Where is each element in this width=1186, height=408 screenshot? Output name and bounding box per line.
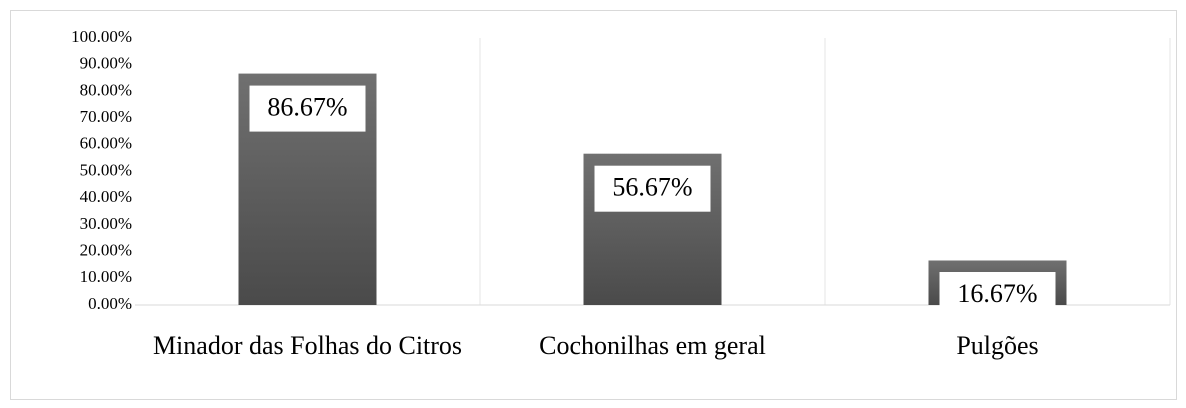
data-label: 86.67% <box>267 93 347 122</box>
y-tick-label: 10.00% <box>80 267 132 286</box>
y-tick-label: 20.00% <box>80 241 132 260</box>
label-line: Cochonilhas em geral <box>539 331 766 360</box>
data-label-box <box>939 272 1056 318</box>
label-line: Pulgões <box>956 331 1038 360</box>
x-tick-label: Minador das Folhas do Citros <box>153 331 462 360</box>
y-tick-label: 50.00% <box>80 160 132 179</box>
y-tick-label: 30.00% <box>80 214 132 233</box>
y-tick-label: 80.00% <box>80 80 132 99</box>
y-tick-label: 70.00% <box>80 107 132 126</box>
y-tick-label: 90.00% <box>80 54 132 73</box>
y-tick-label: 60.00% <box>80 134 132 153</box>
data-label: 16.67% <box>957 279 1037 308</box>
y-tick-label: 100.00% <box>71 27 132 46</box>
x-tick-label: Cochonilhas em geral <box>539 331 766 360</box>
data-label-box <box>249 85 366 132</box>
x-tick-label: Pulgões <box>956 331 1038 360</box>
y-tick-label: 40.00% <box>80 187 132 206</box>
data-label-box <box>594 165 711 212</box>
y-tick-label: 0.00% <box>88 294 132 313</box>
data-label: 56.67% <box>612 173 692 202</box>
label-line: Minador das Folhas do Citros <box>153 331 462 360</box>
